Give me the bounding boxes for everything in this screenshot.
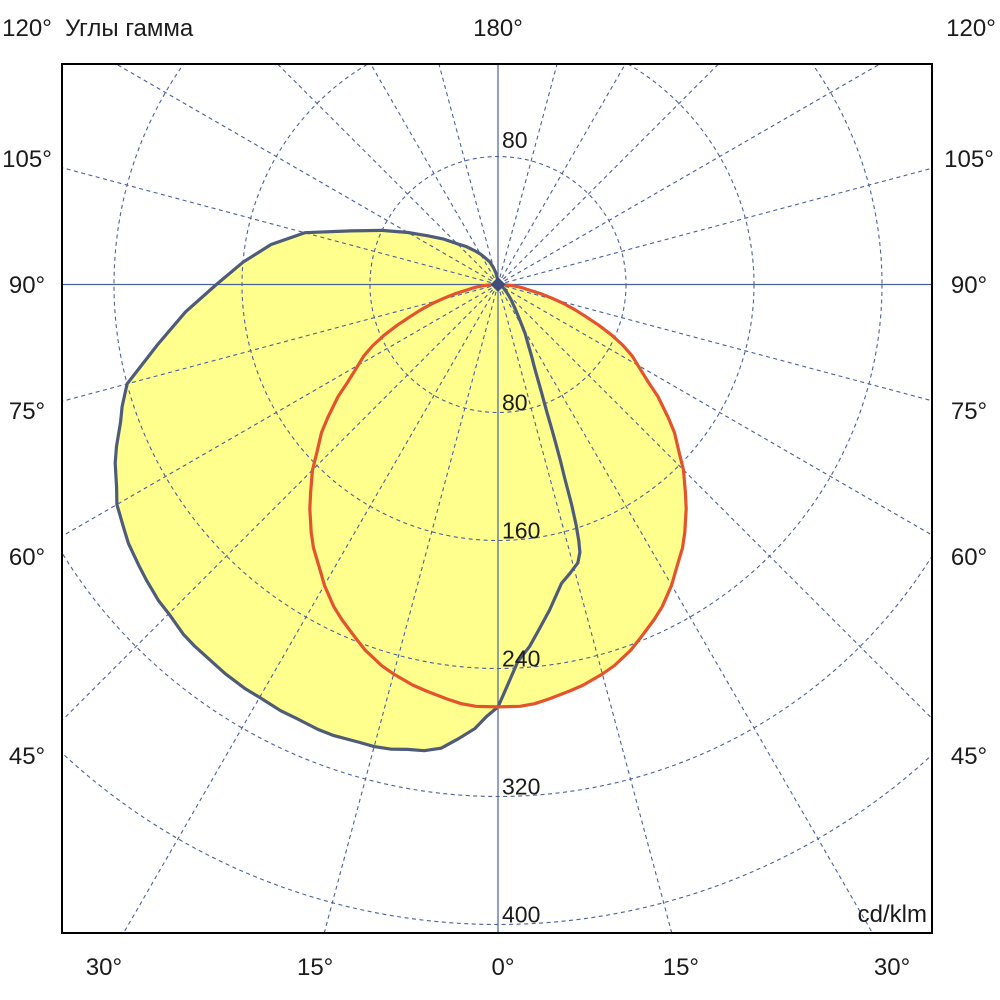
grid-spoke-165deg [497,64,558,285]
angle-label-left-105: 105° [2,146,52,173]
grid-spoke-330deg [122,284,499,933]
plot-border [61,63,933,934]
angle-label-left-90: 90° [9,272,45,299]
grid-spoke-150deg [497,64,626,285]
radial-label-80: 80 [502,390,528,416]
angle-label-bottom-r15: 15° [663,954,699,981]
angle-label-bottom-r0: 0° [492,954,515,981]
grid-spoke-30deg [497,284,874,933]
radial-label-80-upper: 80 [502,127,528,153]
grid-spoke-240deg [114,64,499,285]
angle-label-left-60: 60° [9,544,45,571]
grid-spoke-120deg [497,64,882,285]
pole-marker [490,277,506,292]
angle-label-bottom-r30: 30° [874,954,910,981]
angle-label-right-60: 60° [951,544,987,571]
angle-label-bottom-l30: 30° [86,954,122,981]
curve-c0-c180 [113,228,582,753]
corner-label-120-right: 120° [946,15,996,42]
radial-label-400: 400 [502,902,540,928]
grid-spoke-15deg [497,284,673,933]
page-title: Углы гамма [65,15,194,42]
radial-label-160: 160 [502,518,540,544]
grid-spoke-315deg [62,284,499,722]
grid-spoke-345deg [323,284,499,933]
grid-spoke-45deg [497,284,932,720]
unit-label: cd/klm [858,901,927,928]
angle-label-left-75: 75° [9,398,45,425]
top-label-180: 180° [473,15,523,42]
angle-label-left-45: 45° [9,743,45,770]
angle-label-right-105: 105° [944,146,994,173]
radial-label-240: 240 [502,646,540,672]
grid-spoke-135deg [497,64,720,285]
angle-label-right-75: 75° [951,398,987,425]
angle-label-right-90: 90° [951,272,987,299]
angle-label-bottom-l15: 15° [297,954,333,981]
grid-spoke-105deg [497,167,932,286]
radial-label-320: 320 [502,774,540,800]
curve-c90-c270 [308,282,688,709]
angle-label-right-45: 45° [951,743,987,770]
corner-label-120-left: 120° [2,15,52,42]
